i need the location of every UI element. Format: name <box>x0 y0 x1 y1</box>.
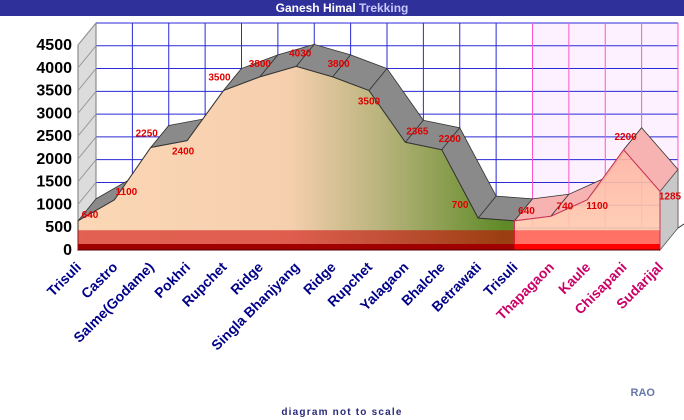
y-tick-label: 2000 <box>36 151 72 168</box>
left-wall-grid <box>77 22 97 46</box>
category-label: Trisuli <box>44 259 84 299</box>
value-label: 3800 <box>328 59 351 70</box>
y-tick-label: 1500 <box>36 174 72 191</box>
base-strip-second <box>514 244 660 250</box>
title-bar: Ganesh Himal Trekking <box>0 0 684 16</box>
value-label: 2365 <box>406 126 429 137</box>
footer-note: diagram not to scale <box>281 407 402 418</box>
left-wall-grid <box>77 182 97 205</box>
y-tick-label: 2500 <box>36 128 72 145</box>
y-tick-label: 0 <box>63 242 72 259</box>
area-main-trek <box>77 65 515 251</box>
category-labels: TrisuliCastroSalme(Godame)PokhriRupchetR… <box>44 259 666 354</box>
value-labels: 640 1100 2250 2400 3500 3800 4030 3800 3500 2365 2… <box>82 48 682 220</box>
value-label: 1100 <box>116 187 138 198</box>
y-tick-label: 500 <box>45 219 72 236</box>
value-label: 2200 <box>615 132 638 143</box>
title-bar-background <box>0 0 684 16</box>
left-wall-grid <box>77 113 97 137</box>
y-tick-label: 1000 <box>36 196 72 213</box>
left-wall-grid <box>77 91 97 114</box>
value-label: 4030 <box>289 48 312 59</box>
value-label: 1285 <box>659 191 682 202</box>
left-wall-grid <box>77 68 97 91</box>
value-label: 2250 <box>136 129 159 140</box>
y-tick-label: 3000 <box>36 105 72 122</box>
y-tick-label: 3500 <box>36 83 72 100</box>
y-tick-label: 4000 <box>36 60 72 77</box>
base-strip-main <box>78 244 515 250</box>
signature-rao: RAO <box>631 387 656 399</box>
value-label: 2200 <box>439 134 462 145</box>
value-label: 3500 <box>358 97 381 108</box>
value-label: 740 <box>557 201 574 212</box>
y-tick-label: 4500 <box>36 37 72 54</box>
left-wall-grid <box>77 45 97 69</box>
left-wall-grid <box>77 159 97 182</box>
y-axis-ticks: 0 500 1000 1500 2000 2500 3000 3500 4000 4500 <box>36 37 72 259</box>
value-label: 1100 <box>586 201 608 212</box>
value-label: 3800 <box>249 59 272 70</box>
value-label: 700 <box>452 200 469 211</box>
floor-right-tick <box>677 223 684 229</box>
left-wall-grid <box>77 136 97 160</box>
value-label: 3500 <box>208 73 231 84</box>
value-label: 2400 <box>172 147 195 158</box>
chart-title-part2: Trekking <box>359 1 408 15</box>
value-label: 640 <box>518 206 535 217</box>
elevation-area <box>77 43 684 252</box>
chart-title-part1: Ganesh Himal <box>276 1 359 15</box>
value-label: 640 <box>82 210 99 221</box>
chart-title: Ganesh Himal Trekking <box>276 1 409 15</box>
